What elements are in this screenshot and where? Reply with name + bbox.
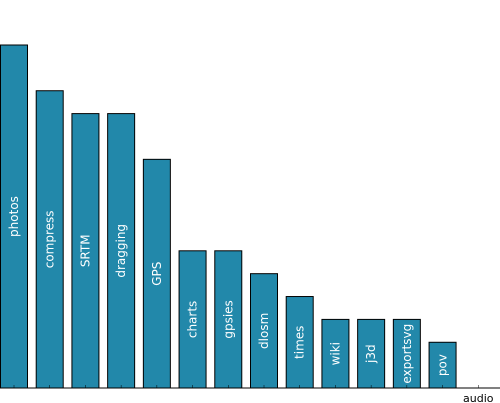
bar-label-charts: charts — [186, 301, 200, 338]
bar-labels-layer: photos compress SRTM dragging GPS charts gpsie… — [7, 196, 450, 384]
x-tick-label-audio: audio — [463, 392, 494, 403]
x-ticks-layer: audio — [13, 385, 494, 403]
bar-label-gps: GPS — [150, 262, 164, 286]
bar-compress — [35, 90, 64, 389]
bar-dragging — [107, 113, 136, 389]
bar-label-photos: photos — [7, 196, 21, 237]
bar-wiki — [321, 318, 350, 389]
bar-label-gpsies: gpsies — [221, 300, 235, 338]
bar-label-exportsvg: exportsvg — [400, 324, 414, 384]
bar-charts — [178, 250, 207, 389]
bar-exportsvg — [392, 318, 421, 389]
bar-photos — [0, 44, 28, 389]
bar-label-srtm: SRTM — [78, 234, 92, 267]
bar-label-j3d: j3d — [364, 344, 378, 364]
bar-label-compress: compress — [43, 210, 57, 268]
bar-srtm — [71, 113, 100, 389]
bar-label-dragging: dragging — [114, 224, 128, 278]
bar-label-dlosm: dlosm — [257, 313, 271, 349]
bar-dlosm — [250, 273, 278, 389]
bar-j3d — [357, 318, 386, 389]
bar-label-pov: pov — [436, 354, 450, 376]
bar-label-times: times — [293, 326, 307, 359]
bars-layer — [0, 44, 457, 389]
bar-label-wiki: wiki — [328, 342, 342, 365]
